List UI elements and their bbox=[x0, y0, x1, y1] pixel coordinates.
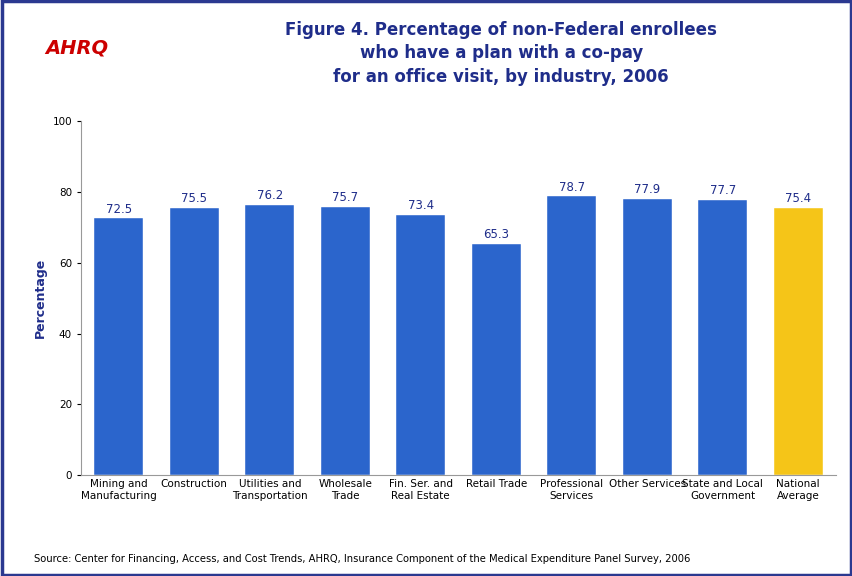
Text: 77.7: 77.7 bbox=[709, 184, 735, 197]
Text: 75.4: 75.4 bbox=[784, 192, 810, 205]
Text: AHRQ: AHRQ bbox=[44, 39, 108, 58]
Bar bbox=[471, 244, 521, 475]
Bar bbox=[395, 215, 445, 475]
Text: 76.2: 76.2 bbox=[256, 190, 283, 202]
Text: 65.3: 65.3 bbox=[483, 228, 509, 241]
Text: 73.4: 73.4 bbox=[407, 199, 434, 213]
Text: 77.9: 77.9 bbox=[633, 183, 659, 196]
Bar bbox=[170, 208, 219, 475]
Y-axis label: Percentage: Percentage bbox=[34, 258, 47, 338]
Bar bbox=[546, 196, 596, 475]
Bar bbox=[697, 200, 746, 475]
Text: Figure 4. Percentage of non-Federal enrollees
who have a plan with a co-pay
for : Figure 4. Percentage of non-Federal enro… bbox=[285, 21, 717, 86]
Bar bbox=[773, 208, 822, 475]
Text: Advancing
Excellence in
Health Care: Advancing Excellence in Health Care bbox=[53, 69, 100, 89]
Text: Source: Center for Financing, Access, and Cost Trends, AHRQ, Insurance Component: Source: Center for Financing, Access, an… bbox=[34, 555, 689, 564]
Bar bbox=[320, 207, 370, 475]
Text: 75.5: 75.5 bbox=[181, 192, 207, 205]
Bar bbox=[94, 218, 143, 475]
Text: 75.7: 75.7 bbox=[331, 191, 358, 204]
Text: 78.7: 78.7 bbox=[558, 181, 584, 194]
Bar bbox=[622, 199, 671, 475]
Bar bbox=[245, 205, 294, 475]
Text: 72.5: 72.5 bbox=[106, 203, 132, 215]
